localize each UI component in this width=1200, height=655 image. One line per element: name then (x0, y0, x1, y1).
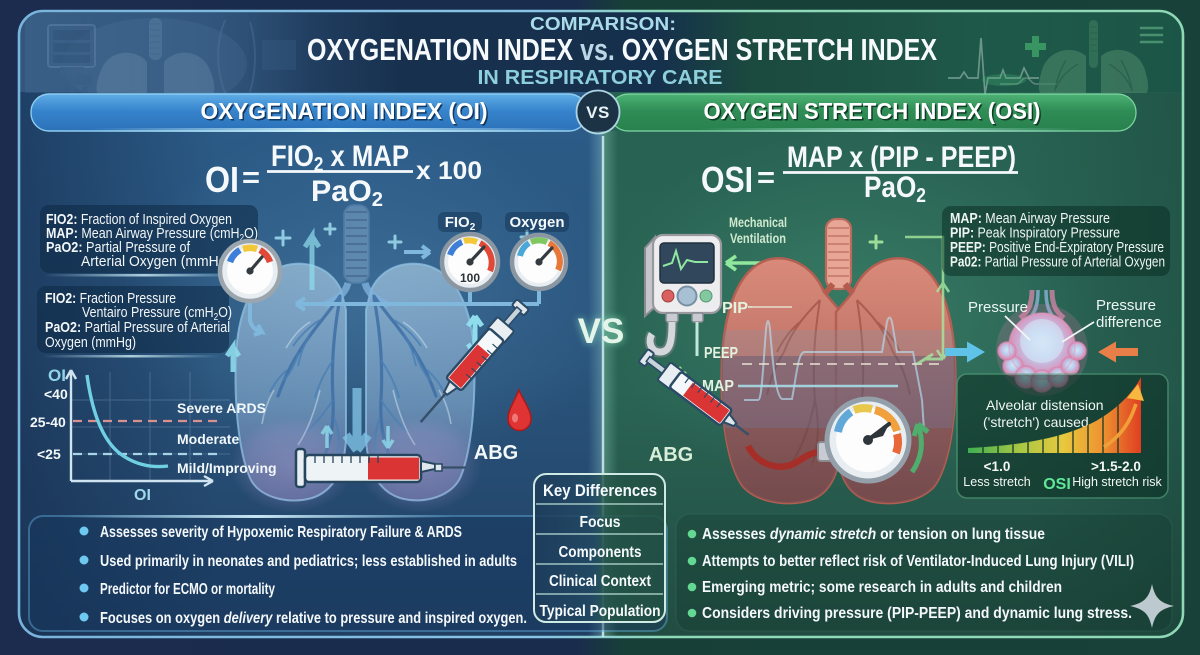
svg-text:PaO2: Partial Pressure of: PaO2: Partial Pressure of (46, 239, 191, 256)
svg-text:=: = (757, 162, 775, 194)
svg-text:FIO2: Fraction of Inspired Oxy: FIO2: Fraction of Inspired Oxygen (46, 211, 232, 228)
svg-text:Used primarily in neonates and: Used primarily in neonates and pediatric… (100, 553, 517, 570)
svg-text:FIO2: Fraction Pressure: FIO2: Fraction Pressure (45, 290, 176, 307)
svg-text:OI: OI (48, 366, 66, 385)
svg-text:PIP: Peak Inspiratory Pressure: PIP: Peak Inspiratory Pressure (950, 225, 1120, 242)
svg-text:PaO2: PaO2 (311, 175, 383, 211)
svg-text:Assesses severity of Hypoxemic: Assesses severity of Hypoxemic Respirato… (100, 524, 462, 541)
svg-text:Pa02: Partial Pressure of Arte: Pa02: Partial Pressure of Arterial Oxyge… (950, 254, 1165, 271)
svg-text:Mild/Improving: Mild/Improving (177, 460, 277, 476)
svg-text:FIO2: FIO2 (445, 214, 476, 233)
svg-text:OXYGENATION INDEX vs. OXYGEN S: OXYGENATION INDEX vs. OXYGEN STRETCH IND… (307, 32, 937, 67)
svg-text:Attempts to better reflect ris: Attempts to better reflect risk of Venti… (702, 553, 1134, 570)
svg-text:Key Differences: Key Differences (543, 482, 657, 500)
svg-text:OXYGEN STRETCH INDEX (OSI): OXYGEN STRETCH INDEX (OSI) (704, 98, 1041, 124)
svg-text:<25: <25 (37, 446, 61, 462)
svg-text:High stretch risk: High stretch risk (1072, 475, 1162, 489)
svg-text:<40: <40 (44, 386, 68, 402)
svg-text:x 100: x 100 (416, 157, 482, 185)
svg-text:OI: OI (205, 159, 239, 200)
svg-text:MAP: MAP (702, 378, 734, 395)
svg-text:Considers driving pressure (PI: Considers driving pressure (PIP-PEEP) an… (702, 605, 1132, 622)
svg-text:>1.5-2.0: >1.5-2.0 (1091, 459, 1141, 474)
svg-text:VS: VS (578, 312, 625, 351)
svg-text:Ventairo Pressure (cmH2O): Ventairo Pressure (cmH2O) (82, 304, 232, 323)
svg-text:OSI: OSI (1043, 476, 1071, 493)
svg-text:OSI: OSI (701, 159, 753, 200)
svg-text:ABG: ABG (649, 444, 693, 466)
svg-text:100: 100 (460, 271, 480, 285)
svg-text:OXYGEN STRETCH INDEX (OSI): OXYGEN STRETCH INDEX (OSI) (705, 100, 1042, 126)
svg-text:COMPARISON:: COMPARISON: (530, 14, 676, 34)
svg-text:Clinical Context: Clinical Context (549, 573, 652, 590)
svg-text:Pressure: Pressure (968, 299, 1028, 316)
svg-text:Assesses dynamic stretch or te: Assesses dynamic stretch or tension on l… (702, 526, 1045, 543)
svg-text:Moderate: Moderate (177, 431, 239, 447)
svg-text:VS: VS (578, 312, 625, 351)
svg-text:Oxygen: Oxygen (509, 214, 564, 231)
svg-text:FIO2 x MAP: FIO2 x MAP (271, 140, 409, 176)
svg-text:OXYGENATION INDEX (OI): OXYGENATION INDEX (OI) (202, 100, 489, 126)
svg-text:25-40: 25-40 (30, 414, 66, 430)
svg-text:Severe ARDS: Severe ARDS (177, 400, 266, 416)
svg-text:Oxygen (mmHg): Oxygen (mmHg) (45, 334, 136, 351)
svg-text:VS: VS (586, 103, 610, 122)
svg-text:PaO2: PaO2 (864, 171, 926, 207)
svg-text:Focus: Focus (580, 514, 621, 531)
svg-text:MAP: Mean Airway Pressure: MAP: Mean Airway Pressure (950, 210, 1110, 227)
svg-text:IN RESPIRATORY CARE: IN RESPIRATORY CARE (478, 66, 723, 89)
svg-text:Pressure: Pressure (1096, 297, 1156, 314)
svg-text:('stretch') caused: ('stretch') caused (983, 414, 1089, 430)
svg-text:PaO2: Partial Pressure of Arte: PaO2: Partial Pressure of Arterial (45, 319, 230, 336)
svg-text:Typical Population: Typical Population (540, 603, 661, 620)
svg-text:Ventilation: Ventilation (730, 231, 786, 246)
svg-text:PEEP: Positive End-Expiratory: PEEP: Positive End-Expiratory Pressure (950, 239, 1164, 256)
svg-text:=: = (242, 162, 260, 194)
svg-text:Less stretch: Less stretch (963, 475, 1030, 489)
svg-text:PIP: PIP (722, 300, 748, 317)
svg-text:<1.0: <1.0 (984, 459, 1011, 474)
svg-text:OI: OI (134, 487, 151, 504)
svg-text:MAP x (PIP - PEEP): MAP x (PIP - PEEP) (787, 141, 1016, 174)
svg-text:Alveolar distension: Alveolar distension (986, 397, 1104, 413)
svg-text:difference: difference (1096, 314, 1162, 331)
svg-text:MAP: Mean Airway Pressure (cmH: MAP: Mean Airway Pressure (cmH2O) (46, 225, 258, 244)
svg-text:Predictor for ECMO or mortalit: Predictor for ECMO or mortality (100, 581, 275, 598)
svg-text:Arterial Oxygen (mmHg): Arterial Oxygen (mmHg) (81, 253, 231, 270)
svg-text:OXYGENATION INDEX (OI): OXYGENATION INDEX (OI) (201, 98, 488, 124)
svg-text:Mechanical: Mechanical (729, 215, 787, 230)
svg-text:PEEP: PEEP (704, 345, 738, 362)
svg-text:ABG: ABG (474, 442, 518, 464)
svg-text:Components: Components (559, 544, 642, 561)
svg-text:Focuses on oxygen delivery rel: Focuses on oxygen delivery relative to p… (100, 610, 527, 627)
svg-text:Emerging metric; some research: Emerging metric; some research in adults… (702, 579, 1062, 596)
